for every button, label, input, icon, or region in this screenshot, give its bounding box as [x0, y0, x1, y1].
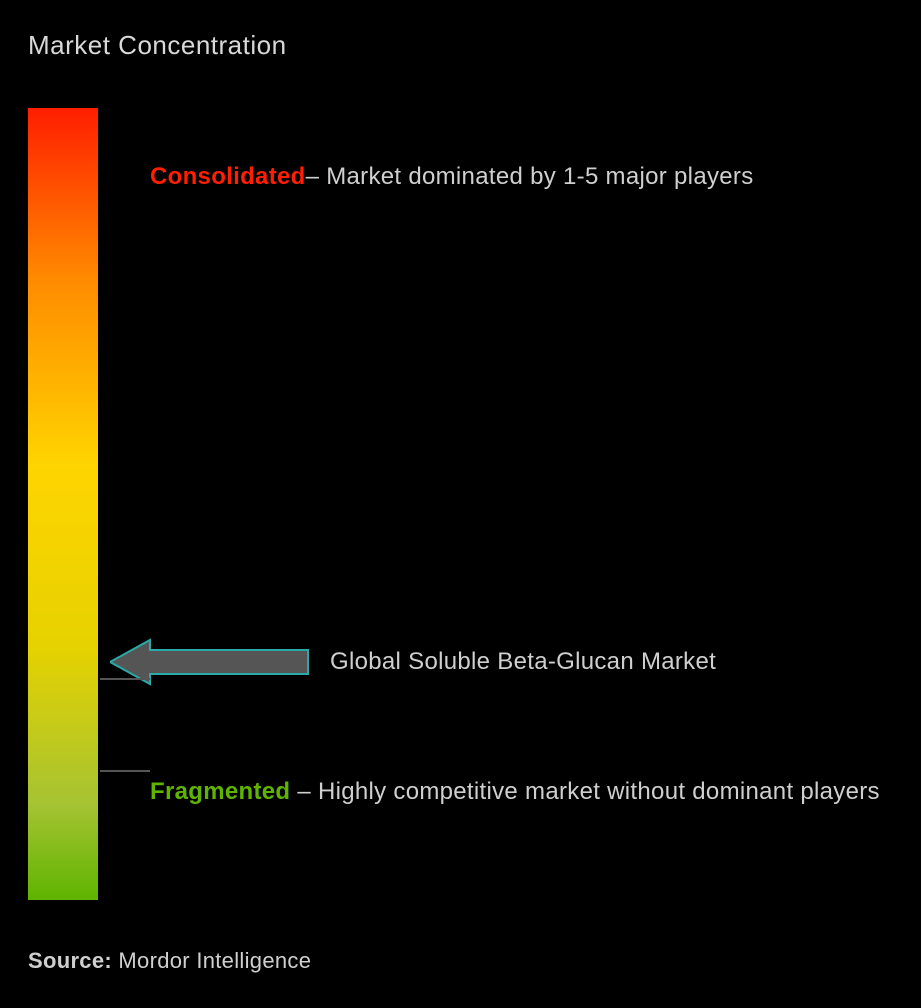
consolidated-keyword: Consolidated [150, 163, 306, 190]
tick-line [100, 770, 150, 772]
source-value: Mordor Intelligence [112, 948, 311, 973]
consolidated-text: – Market dominated by 1-5 major players [306, 163, 754, 190]
market-marker-label: Global Soluble Beta-Glucan Market [330, 648, 716, 676]
fragmented-text: – Highly competitive market without domi… [290, 778, 880, 805]
source-label: Source: [28, 948, 112, 973]
fragmented-keyword: Fragmented [150, 778, 290, 805]
tick-line [100, 678, 150, 680]
chart-title: Market Concentration [28, 30, 893, 61]
market-marker: Global Soluble Beta-Glucan Market [110, 638, 716, 686]
fragmented-label: Fragmented – Highly competitive market w… [150, 770, 881, 814]
source-line: Source: Mordor Intelligence [28, 948, 311, 974]
concentration-gradient-bar [28, 108, 98, 900]
consolidated-label: Consolidated– Market dominated by 1-5 ma… [150, 155, 881, 199]
